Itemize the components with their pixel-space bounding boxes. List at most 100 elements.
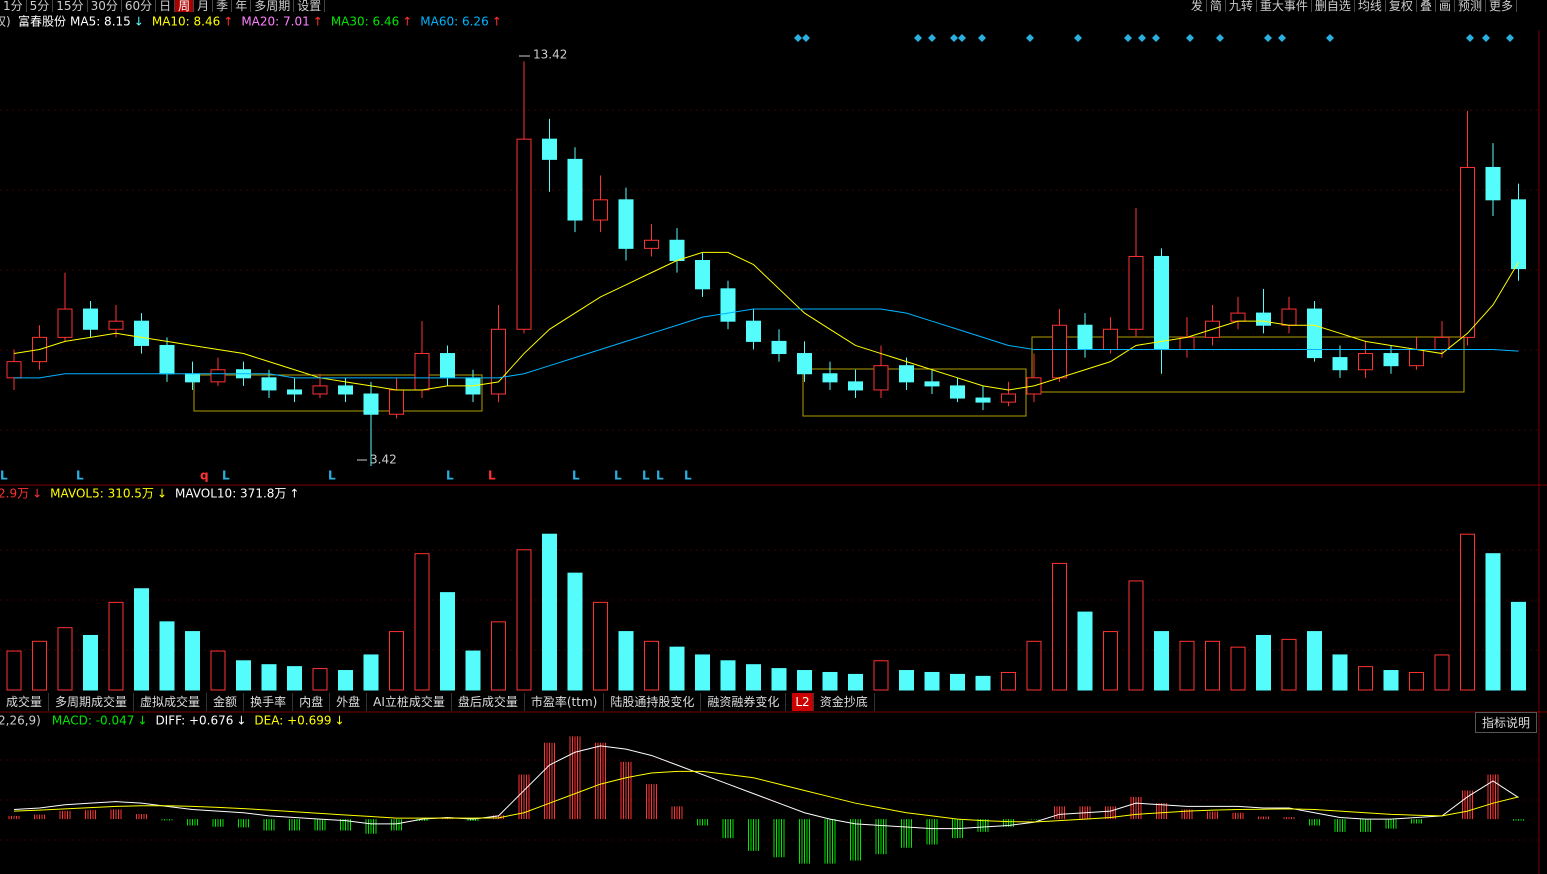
tool-button[interactable]: 画 <box>1436 0 1455 12</box>
volume-bar <box>873 660 889 691</box>
indicator-tab[interactable]: 资金抄底 <box>814 693 875 711</box>
low-label: 3.42 <box>370 453 397 467</box>
indicator-help[interactable]: 指标说明 <box>1474 712 1537 733</box>
signal: L <box>684 469 692 483</box>
volume-bar <box>1281 638 1297 691</box>
event-markers <box>794 34 1514 42</box>
indicator-tab[interactable]: 陆股通持股变化 <box>604 693 702 711</box>
volume-bar <box>1179 640 1195 691</box>
volume-bar <box>950 673 965 691</box>
candle-body <box>618 199 634 249</box>
period-button[interactable]: 1分 <box>0 0 27 12</box>
tool-button[interactable]: 简 <box>1207 0 1226 12</box>
tool-button[interactable]: 叠 <box>1417 0 1436 12</box>
indicator-tab[interactable]: 金额 <box>207 693 245 711</box>
period-button[interactable]: 30分 <box>88 0 122 12</box>
legend-arrow: ↓ <box>134 15 144 29</box>
volume-bar <box>746 664 761 691</box>
period-button[interactable]: 年 <box>232 0 252 12</box>
volume-bar <box>771 668 787 691</box>
period-button[interactable]: 日 <box>156 0 176 12</box>
legend-arrow: ↓ <box>335 714 345 728</box>
volume-bar <box>32 640 47 691</box>
tool-button[interactable]: 预测 <box>1455 0 1486 12</box>
candle-body <box>57 308 73 338</box>
volume-bar <box>1205 640 1220 691</box>
candle-body <box>1052 324 1067 379</box>
volume-bar <box>1128 580 1144 691</box>
volume-bar <box>848 673 863 691</box>
candle-body <box>312 385 328 395</box>
volume-bar <box>720 660 736 691</box>
indicator-tab[interactable]: 市盈率(ttm) <box>525 693 605 711</box>
candle-body <box>1434 336 1450 351</box>
indicator-tab[interactable]: 换手率 <box>244 693 294 711</box>
indicator-tab[interactable]: 外盘 <box>330 693 368 711</box>
volume-bar <box>516 549 532 691</box>
indicator-tab[interactable]: 多周期成交量 <box>49 693 135 711</box>
volume-bar <box>1230 646 1246 691</box>
signal: L <box>76 469 84 483</box>
tool-button[interactable]: 九转 <box>1226 0 1257 12</box>
indicator-tab[interactable]: 虚拟成交量 <box>134 693 208 711</box>
candle-body <box>822 373 838 383</box>
candle-body <box>1409 349 1424 367</box>
volume-bar <box>108 601 124 691</box>
tool-button[interactable]: 均线 <box>1355 0 1386 12</box>
legend-arrow: ↓ <box>137 714 147 728</box>
tool-button[interactable]: 删自选 <box>1312 0 1355 12</box>
volume-bar <box>1026 640 1042 691</box>
period-button[interactable]: 季 <box>213 0 233 12</box>
candle-body <box>950 385 965 399</box>
indicator-tab[interactable]: AI立桩成交量 <box>367 693 452 711</box>
indicator-tab[interactable]: 盘后成交量 <box>452 693 525 711</box>
period-button[interactable]: 60分 <box>122 0 157 12</box>
volume-bar <box>1434 654 1450 691</box>
legend-text: MA30: 6.46 <box>331 15 399 29</box>
period-button[interactable]: 5分 <box>27 0 54 12</box>
period-button[interactable]: 15分 <box>53 0 88 12</box>
period-button[interactable]: 多周期 <box>251 0 295 12</box>
tool-button[interactable]: 更多 <box>1486 0 1517 12</box>
indicator-tab[interactable]: 内盘 <box>293 693 331 711</box>
tool-button[interactable]: 重大事件 <box>1257 0 1312 12</box>
volume-bar <box>210 650 226 691</box>
candle-body <box>134 320 149 346</box>
signal: L <box>488 469 496 483</box>
indicator-tab[interactable]: 成交量 <box>0 693 50 711</box>
signal: L <box>642 469 650 483</box>
volume-bar <box>1052 562 1067 691</box>
period-button[interactable]: 月 <box>194 0 214 12</box>
candle-body <box>644 239 659 249</box>
stock-name: 富春股份 <box>18 14 66 29</box>
signal: L <box>328 469 336 483</box>
tool-button[interactable]: 复权 <box>1386 0 1417 12</box>
candle-body <box>83 308 98 330</box>
period-bar: 1分 5分 15分 30分 60分日周月季年多周期 设置 <box>0 0 326 12</box>
signal: L <box>0 469 8 483</box>
indicator-tab[interactable]: L2 <box>792 693 814 711</box>
candle-body <box>338 385 353 395</box>
volume-bar <box>1460 533 1475 691</box>
candle-body <box>1256 312 1271 326</box>
candle-body <box>746 320 761 342</box>
volume-bar <box>159 621 175 691</box>
candle-body <box>108 320 124 330</box>
legend-text: MAVOL10: 371.8万 <box>175 487 286 501</box>
volume-bar <box>644 640 659 691</box>
candle-body <box>287 389 302 395</box>
candle-body <box>1511 199 1526 270</box>
period-button[interactable]: 设置 <box>294 0 326 12</box>
legend-arrow: ↑ <box>402 15 412 29</box>
period-button[interactable]: 周 <box>175 0 195 12</box>
legend-text: MA5: 8.15 <box>70 15 131 29</box>
legend-arrow: ↓ <box>32 487 42 501</box>
legend-text: MA20: 7.01 <box>241 15 309 29</box>
tool-button[interactable]: 发 <box>1188 0 1207 12</box>
candle-body <box>720 288 736 322</box>
indicator-tab[interactable]: 融资融券变化 <box>701 693 787 711</box>
legend-arrow: ↑ <box>313 15 323 29</box>
volume-bar <box>1332 654 1348 691</box>
